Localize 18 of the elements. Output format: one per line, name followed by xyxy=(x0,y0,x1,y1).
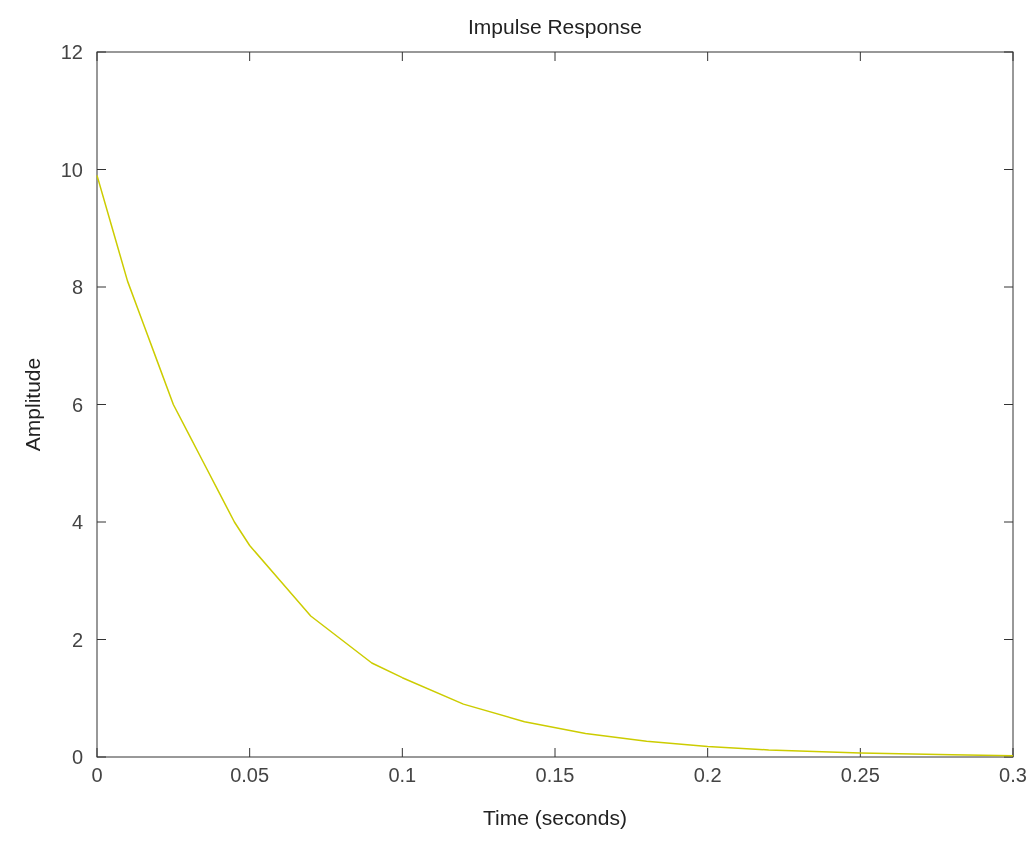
x-tick-label: 0.3 xyxy=(999,764,1027,786)
x-tick-label: 0.2 xyxy=(693,764,722,786)
x-tick-label: 0.15 xyxy=(535,764,575,786)
x-tick-label: 0.05 xyxy=(230,764,270,786)
y-tick-label: 0 xyxy=(71,746,83,768)
line-series xyxy=(96,174,1014,757)
x-axis-title: Time (seconds) xyxy=(483,806,627,829)
x-tick-label: 0.1 xyxy=(388,764,417,786)
y-tick-label: 8 xyxy=(71,276,83,298)
y-tick-label: 12 xyxy=(60,41,83,63)
y-tick-label: 2 xyxy=(71,628,83,651)
y-tick-label: 4 xyxy=(71,511,83,533)
y-tick-label: 10 xyxy=(60,158,83,181)
y-axis-title: Amplitude xyxy=(21,357,44,452)
x-tick-label: 0 xyxy=(91,764,103,786)
chart-title: Impulse Response xyxy=(468,15,642,38)
y-tick-label: 6 xyxy=(71,393,83,416)
x-tick-label: 0.25 xyxy=(840,764,880,786)
